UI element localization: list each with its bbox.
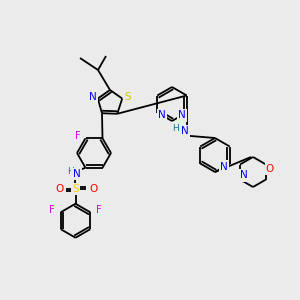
Text: N: N <box>73 169 80 179</box>
Text: N: N <box>181 127 189 136</box>
Text: H: H <box>172 124 179 133</box>
Text: F: F <box>49 205 55 215</box>
Text: S: S <box>124 92 130 102</box>
Text: N: N <box>178 110 186 121</box>
Text: S: S <box>72 184 79 194</box>
Text: N: N <box>220 161 228 172</box>
Text: O: O <box>266 164 274 173</box>
Text: N: N <box>240 170 248 181</box>
Text: O: O <box>56 184 64 194</box>
Text: N: N <box>89 92 97 102</box>
Text: F: F <box>75 131 80 141</box>
Text: F: F <box>96 205 102 215</box>
Text: O: O <box>89 184 98 194</box>
Text: H: H <box>67 167 74 176</box>
Text: N: N <box>158 110 166 121</box>
